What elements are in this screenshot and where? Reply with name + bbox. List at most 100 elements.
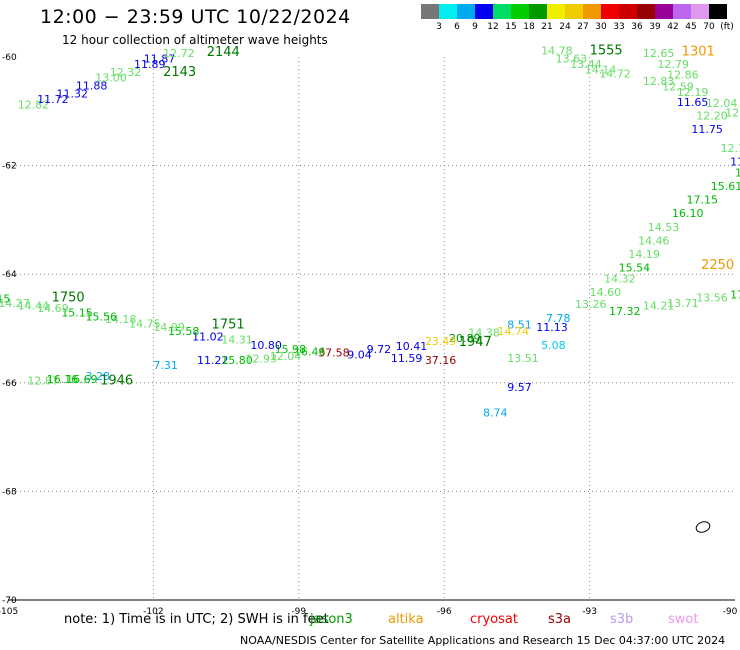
lon-tick-label: -93	[582, 607, 597, 617]
map-title: 12:00 − 23:59 UTC 10/22/2024	[40, 6, 351, 28]
satellite-name: s3b	[610, 612, 634, 627]
legend-label: 3	[436, 22, 442, 32]
footnote: note: 1) Time is in UTC; 2) SWH is in fe…	[64, 612, 329, 627]
wave-height-value: 12.65	[643, 47, 675, 60]
legend-swatch	[493, 4, 511, 19]
legend-label: 30	[595, 22, 607, 32]
lat-tick-label: -66	[2, 379, 17, 389]
wave-height-value: 14.53	[648, 221, 680, 234]
wave-height-value: 10.80	[250, 339, 281, 352]
wave-height-value: 12.93	[245, 353, 277, 366]
wave-height-value: 15.12	[735, 166, 740, 179]
lat-tick-label: -60	[2, 53, 17, 63]
wave-height-value: 12.17	[720, 142, 740, 155]
wave-height-value: 14.72	[599, 68, 631, 81]
wave-height-value: 12.32	[110, 66, 142, 79]
wave-height-value: 11.60	[730, 156, 740, 169]
wave-height-value: 13.71	[667, 297, 699, 310]
legend-label: 15	[505, 22, 517, 32]
wave-height-value: 14.31	[221, 334, 253, 347]
legend-label: (ft)	[720, 22, 734, 32]
wave-height-value: 14.27	[0, 297, 30, 310]
lon-tick-label: -96	[437, 607, 452, 617]
pass-time-label: 2144	[207, 45, 240, 60]
legend-swatch	[637, 4, 655, 19]
wave-height-value: 13.26	[575, 298, 607, 311]
wave-height-value: 9.57	[507, 381, 532, 394]
legend-swatch	[457, 4, 475, 19]
wave-height-value: 14.60	[590, 286, 622, 299]
legend-swatch	[529, 4, 547, 19]
wave-height-value: 11.72	[37, 93, 69, 106]
pass-time-label: 1947	[459, 335, 492, 350]
legend-label: 18	[523, 22, 535, 32]
wave-height-value: 12.87	[27, 374, 58, 387]
wave-height-value: 11.75	[691, 123, 723, 136]
lat-tick-label: -62	[2, 162, 17, 172]
wave-height-value: 13.00	[95, 71, 127, 84]
wave-height-value: 7.78	[546, 312, 571, 325]
legend-label: 45	[685, 22, 697, 32]
wave-height-value: 16.10	[672, 207, 704, 220]
wave-height-value: 20.89	[449, 332, 481, 345]
legend-swatch	[511, 4, 529, 19]
wave-height-value: 16.15	[0, 292, 10, 305]
wave-height-value: 16.69	[66, 373, 98, 386]
pass-time-label: 1751	[212, 318, 245, 333]
legend-swatch	[475, 4, 493, 19]
wave-height-value: 8.51	[507, 319, 532, 332]
lon-tick-label: -105	[0, 607, 18, 617]
wave-height-value: 10.41	[396, 340, 428, 353]
wave-height-value: 14.75	[129, 317, 161, 330]
legend-label: 6	[454, 22, 460, 32]
wave-height-value: 14.46	[638, 234, 670, 247]
wave-height-value: 11.89	[134, 58, 166, 71]
wave-height-value: 12.83	[643, 75, 675, 88]
pass-time-label: 1555	[590, 43, 623, 58]
legend-swatch	[709, 4, 727, 19]
wave-height-value: 17.32	[609, 305, 641, 318]
wave-height-value: 12.04	[270, 350, 302, 363]
wave-height-value: 17.	[730, 289, 740, 302]
legend-swatch	[547, 4, 565, 19]
wave-height-value: 12.59	[662, 81, 694, 94]
wave-height-value: 11.65	[677, 96, 709, 109]
legend-label: 42	[667, 22, 679, 32]
wave-height-value: 12.86	[667, 69, 699, 82]
wave-height-value: 9.72	[367, 343, 392, 356]
wave-height-value: 12.04	[706, 97, 738, 110]
legend-label: 33	[613, 22, 625, 32]
wave-height-value: 7.31	[153, 359, 178, 372]
wave-height-value: 14.78	[541, 44, 573, 57]
wave-height-value: 12.82	[18, 99, 50, 112]
island-outline	[695, 521, 711, 533]
wave-height-value: 14.69	[37, 302, 69, 315]
credit-line: NOAA/NESDIS Center for Satellite Applica…	[240, 634, 726, 647]
wave-height-value: 15.56	[86, 310, 118, 323]
wave-height-value: 13.56	[696, 291, 728, 304]
satellite-name: jason3	[310, 612, 353, 627]
satellite-name: cryosat	[470, 612, 518, 627]
wave-height-value: 11.22	[197, 354, 229, 367]
pass-time-label: 1750	[52, 290, 85, 305]
lat-tick-label: -70	[2, 596, 17, 606]
wave-height-value: 12.72	[163, 47, 195, 60]
wave-height-value: 14.99	[153, 321, 185, 334]
wave-height-value: 13.51	[507, 352, 539, 365]
wave-height-value: 15.80	[221, 354, 253, 367]
legend-label: 12	[487, 22, 499, 32]
satellite-name: altika	[388, 612, 424, 627]
wave-height-value: 16.46	[294, 346, 326, 359]
wave-height-value: 11.59	[391, 352, 423, 365]
wave-height-value: 37.58	[318, 347, 350, 360]
satellite-name: s3a	[548, 612, 572, 627]
wave-height-value: 15.58	[168, 325, 200, 338]
wave-height-value: 15.54	[619, 261, 651, 274]
legend-swatch	[673, 4, 691, 19]
axis-tick-labels: -105 -102 -99 -96 -93 -90 -60 -62 -64 -66 -68 -70	[0, 53, 738, 617]
wave-height-value: 11.32	[56, 88, 88, 101]
wave-height-value: 9.04	[347, 348, 372, 361]
legend-label: 70	[703, 22, 715, 32]
wave-height-value: 15.15	[61, 307, 93, 320]
